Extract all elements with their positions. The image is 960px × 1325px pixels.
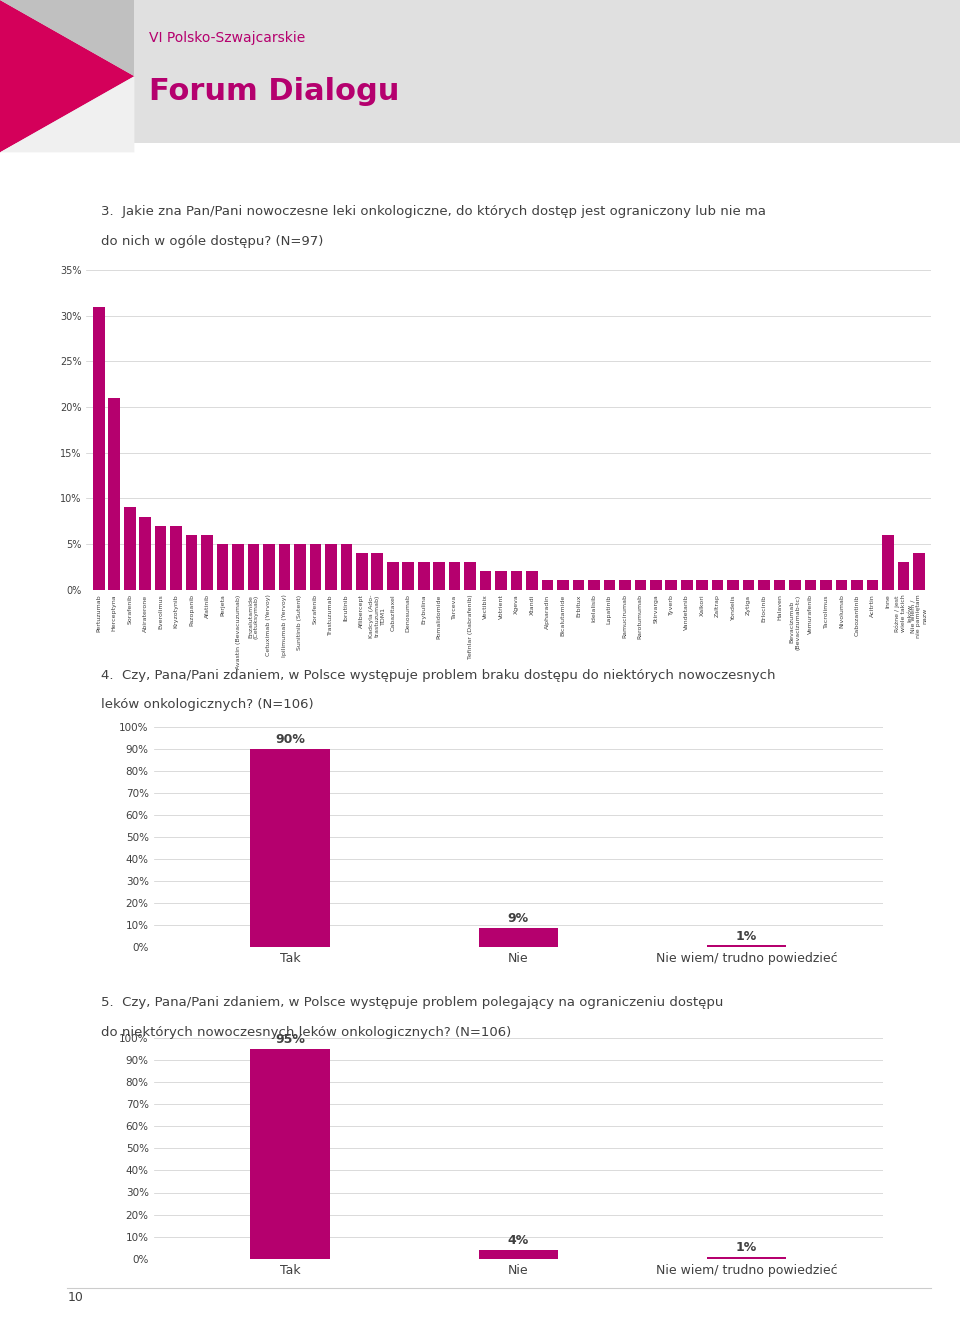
Bar — [465, 562, 476, 590]
Bar — [325, 545, 337, 590]
Text: 1%: 1% — [735, 930, 757, 942]
Bar — [387, 562, 398, 590]
Bar — [248, 545, 259, 590]
Bar — [712, 580, 724, 590]
Bar — [0, 143, 960, 152]
Bar — [356, 553, 368, 590]
Bar — [665, 580, 677, 590]
Bar — [650, 580, 661, 590]
Bar — [835, 580, 848, 590]
Bar — [232, 545, 244, 590]
Bar — [341, 545, 352, 590]
Bar — [789, 580, 801, 590]
Bar — [707, 1256, 786, 1259]
Text: leków onkologicznych? (N=106): leków onkologicznych? (N=106) — [101, 698, 313, 712]
Bar — [480, 571, 492, 590]
Text: 4%: 4% — [508, 1235, 529, 1247]
Text: 1%: 1% — [735, 1242, 757, 1253]
Text: 90%: 90% — [276, 733, 305, 746]
Text: 95%: 95% — [276, 1034, 305, 1047]
Bar — [372, 553, 383, 590]
Bar — [433, 562, 445, 590]
Text: Forum Dialogu: Forum Dialogu — [149, 77, 399, 106]
Text: 10: 10 — [67, 1291, 84, 1304]
Text: 9%: 9% — [508, 912, 529, 925]
Polygon shape — [0, 0, 134, 152]
Bar — [541, 580, 553, 590]
Bar — [124, 507, 135, 590]
Bar — [882, 535, 894, 590]
Bar — [852, 580, 863, 590]
Bar — [696, 580, 708, 590]
Bar — [139, 517, 151, 590]
Bar — [619, 580, 631, 590]
Text: 5.  Czy, Pana/Pani zdaniem, w Polsce występuje problem polegający na ograniczeni: 5. Czy, Pana/Pani zdaniem, w Polsce wyst… — [101, 996, 723, 1010]
Bar — [604, 580, 615, 590]
Bar — [743, 580, 755, 590]
Bar — [93, 306, 105, 590]
Bar — [681, 580, 692, 590]
Text: do nich w ogóle dostępu? (N=97): do nich w ogóle dostępu? (N=97) — [101, 235, 324, 248]
Bar — [804, 580, 816, 590]
Bar — [572, 580, 585, 590]
Bar — [309, 545, 322, 590]
Bar — [278, 545, 290, 590]
Bar — [418, 562, 429, 590]
Polygon shape — [0, 76, 134, 152]
Bar — [478, 927, 559, 947]
Bar — [707, 945, 786, 947]
Text: do niektórych nowoczesnych leków onkologicznych? (N=106): do niektórych nowoczesnych leków onkolog… — [101, 1026, 511, 1039]
Bar — [758, 580, 770, 590]
Bar — [263, 545, 275, 590]
Bar — [774, 580, 785, 590]
Bar — [186, 535, 198, 590]
Bar — [108, 398, 120, 590]
Bar — [635, 580, 646, 590]
Bar — [557, 580, 568, 590]
Bar — [217, 545, 228, 590]
Bar — [913, 553, 924, 590]
Bar — [867, 580, 878, 590]
Text: 3.  Jakie zna Pan/Pani nowoczesne leki onkologiczne, do których dostęp jest ogra: 3. Jakie zna Pan/Pani nowoczesne leki on… — [101, 205, 766, 219]
Bar — [820, 580, 831, 590]
Bar — [402, 562, 414, 590]
Bar — [526, 571, 538, 590]
Bar — [155, 526, 166, 590]
Bar — [449, 562, 461, 590]
Bar — [898, 562, 909, 590]
Bar — [170, 526, 182, 590]
Bar — [251, 749, 330, 947]
Bar — [728, 580, 739, 590]
Polygon shape — [0, 0, 134, 76]
Text: 4.  Czy, Pana/Pani zdaniem, w Polsce występuje problem braku dostępu do niektóry: 4. Czy, Pana/Pani zdaniem, w Polsce wyst… — [101, 669, 776, 682]
Bar — [478, 1249, 559, 1259]
Bar — [294, 545, 305, 590]
Text: VI Polsko-Szwajcarskie: VI Polsko-Szwajcarskie — [149, 30, 305, 45]
Bar — [202, 535, 213, 590]
Bar — [495, 571, 507, 590]
Bar — [251, 1049, 330, 1259]
Bar — [511, 571, 522, 590]
Bar — [588, 580, 600, 590]
